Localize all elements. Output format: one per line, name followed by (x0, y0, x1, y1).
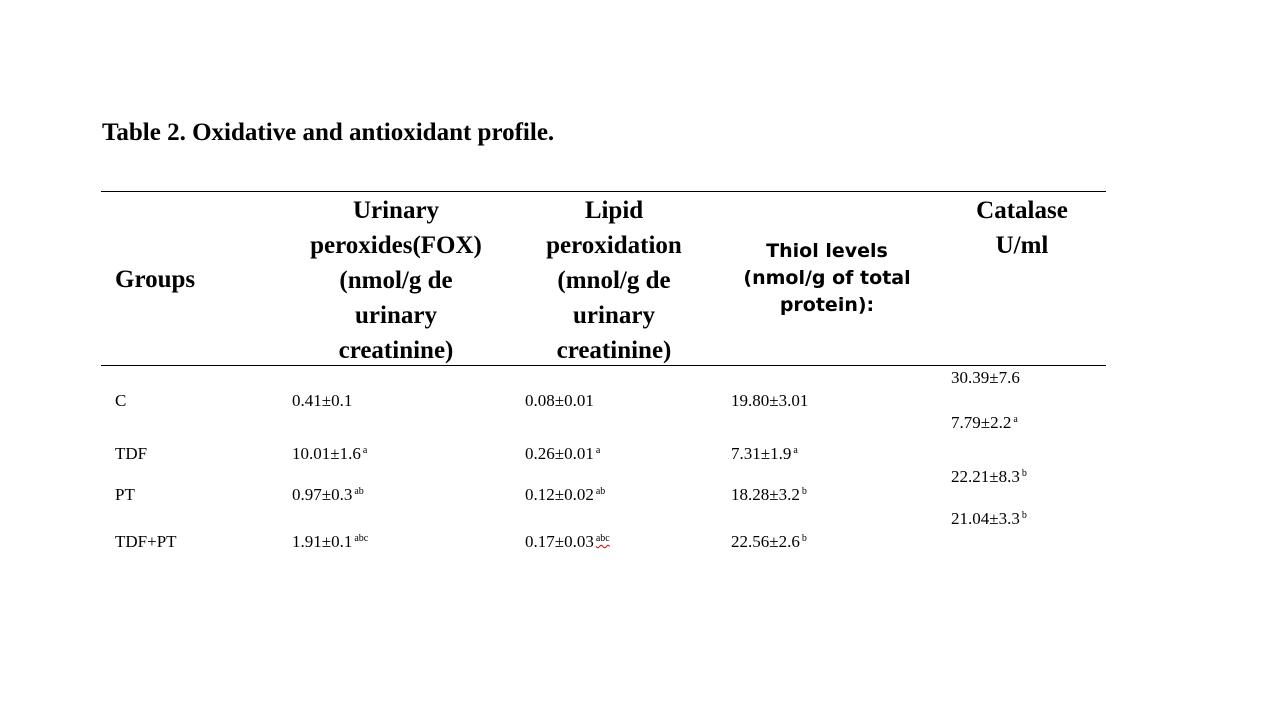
header-thiol-levels: Thiol levels (nmol/g of total protein): (743, 240, 911, 316)
lipid-value: 0.26±0.01 a (525, 444, 601, 463)
catalase-value: 22.21±8.3 b (951, 467, 1027, 486)
fox-value: 0.41±0.1 (292, 391, 353, 410)
group-label: C (115, 391, 127, 410)
thiol-value: 7.31±1.9 a (731, 444, 798, 463)
lipid-value: 0.17±0.03 abc (525, 532, 610, 551)
fox-value: 1.91±0.1 abc (292, 532, 369, 551)
header-lipid-peroxidation: Lipid peroxidation (mnol/g de urinary cr… (546, 197, 682, 364)
catalase-value: 30.39±7.6 (951, 368, 1020, 387)
lipid-value: 0.08±0.01 (525, 391, 594, 410)
catalase-value: 7.79±2.2 a (951, 413, 1018, 432)
group-label: PT (115, 485, 135, 504)
header-urinary-peroxides: Urinary peroxides(FOX) (nmol/g de urinar… (310, 197, 482, 364)
table-top-rule (101, 191, 1106, 192)
group-label: TDF (115, 444, 148, 463)
header-groups: Groups (115, 266, 196, 293)
table-header-rule (101, 365, 1106, 366)
catalase-value: 21.04±3.3 b (951, 509, 1027, 528)
thiol-value: 18.28±3.2 b (731, 485, 807, 504)
fox-value: 0.97±0.3 ab (292, 485, 364, 504)
thiol-value: 22.56±2.6 b (731, 532, 807, 551)
fox-value: 10.01±1.6 a (292, 444, 368, 463)
header-catalase: Catalase U/ml (976, 197, 1068, 259)
group-label: TDF+PT (115, 532, 177, 551)
lipid-value: 0.12±0.02 ab (525, 485, 606, 504)
thiol-value: 19.80±3.01 (731, 391, 809, 410)
table-title: Table 2. Oxidative and antioxidant profi… (102, 119, 555, 146)
